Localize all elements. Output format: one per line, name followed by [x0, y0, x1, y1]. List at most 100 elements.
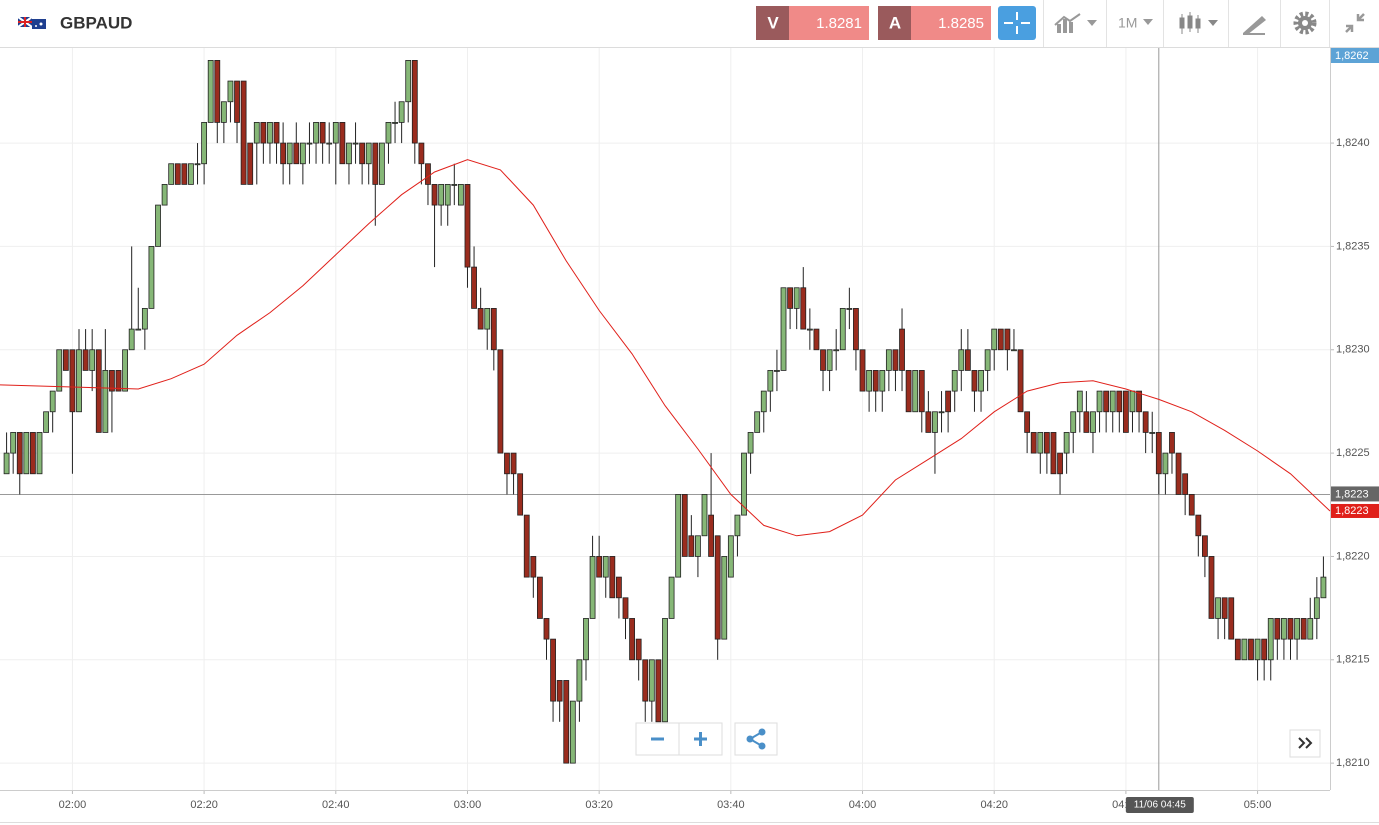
candle-body [464, 184, 471, 268]
candle-body [839, 308, 846, 351]
candle-body [359, 142, 366, 165]
candle-body [1274, 618, 1281, 640]
candle-body [444, 184, 451, 206]
candle-body [1234, 638, 1241, 661]
buy-button[interactable]: A 1.8285 [878, 6, 991, 40]
candle-body [1169, 432, 1175, 454]
candle-body [1050, 432, 1057, 475]
candle-body [293, 142, 300, 165]
crosshair-button[interactable] [998, 6, 1036, 40]
candle-body [616, 576, 622, 599]
ma-tag [1331, 503, 1379, 518]
buy-price[interactable]: 1.8285 [938, 15, 984, 32]
candle-body [497, 349, 504, 454]
candle-body [1057, 452, 1063, 475]
candle-body [234, 80, 240, 123]
candle-body [859, 349, 866, 392]
candle-body [662, 618, 668, 723]
candle-body [767, 370, 774, 392]
candle-body [1215, 597, 1221, 619]
sell-label[interactable]: V [767, 13, 779, 32]
candle-body [326, 142, 333, 145]
candle-body [220, 101, 227, 123]
candle-body [194, 163, 201, 166]
symbol: GBPAUD [60, 13, 132, 32]
candle-body [1202, 535, 1208, 557]
candle-body [846, 308, 853, 310]
candle-body [879, 370, 886, 392]
candle-type-button[interactable] [1179, 12, 1218, 34]
candle-body [1195, 514, 1202, 537]
settings-button[interactable] [1293, 11, 1317, 35]
candle-body [260, 122, 267, 144]
sell-button[interactable]: V 1.8281 [756, 6, 869, 40]
candle-body [1136, 390, 1142, 413]
zoom-out-button[interactable] [635, 722, 680, 756]
candle-body [866, 370, 873, 392]
candle-body [635, 638, 642, 661]
candle-body [1182, 473, 1189, 495]
x-tick-label: 02:00 [59, 799, 87, 811]
candle-body [991, 328, 998, 351]
sell-price[interactable]: 1.8281 [816, 15, 862, 32]
candle-body [648, 659, 655, 702]
candle-body [30, 432, 36, 475]
candle-body [1188, 494, 1195, 516]
scroll-end-button[interactable] [1289, 729, 1321, 758]
candle-body [1116, 390, 1123, 413]
chart: 1,8210 1,8215 1,8220 1,8225 1,8230 1,8235 1,82… [0, 48, 1379, 823]
candle-body [1287, 618, 1294, 640]
candle-body [372, 142, 379, 185]
header: GBPAUD V 1.8281 A 1.8285 1M [0, 0, 1379, 48]
candle-body [964, 349, 971, 371]
crosshair-tag [1125, 797, 1194, 813]
candle-body [853, 308, 859, 351]
zoom-in-button[interactable] [678, 722, 723, 756]
candle-body [16, 432, 23, 475]
draw-tools-button[interactable] [1243, 16, 1266, 35]
candle-body [1096, 390, 1103, 413]
candle-body [714, 535, 721, 640]
candle-body [504, 452, 510, 475]
candle-body [148, 246, 155, 309]
buy-label[interactable]: A [889, 13, 901, 32]
candle-body [668, 576, 675, 619]
candle-body [484, 308, 491, 330]
candle-body [346, 142, 352, 165]
candle-body [1281, 618, 1287, 640]
candle-body [523, 514, 530, 578]
candle-body [1070, 411, 1077, 433]
candle-body [174, 163, 181, 185]
timeframe-button[interactable]: 1M [1118, 15, 1153, 31]
share-button[interactable] [734, 722, 778, 756]
candle-body [589, 556, 596, 619]
collapse-button[interactable] [1345, 13, 1365, 33]
candle-body [747, 432, 754, 454]
candle-body [438, 184, 445, 206]
candle-body [253, 122, 260, 144]
candle-body [583, 618, 589, 661]
x-tick-label: 02:40 [322, 799, 350, 811]
candle-body [543, 618, 550, 640]
candle-body [1208, 556, 1215, 619]
timeframe[interactable]: 1M [1118, 15, 1137, 31]
candle-body [207, 60, 214, 123]
candle-body [1063, 432, 1070, 454]
candle-body [780, 287, 787, 371]
x-tick-label: 03:00 [454, 799, 482, 811]
x-tick-label: 05:00 [1244, 799, 1272, 811]
chart-type-button[interactable] [1054, 13, 1097, 33]
candle-body [602, 556, 609, 578]
y-tick-label: 1,8210 [1336, 757, 1370, 769]
candle-body [1149, 432, 1156, 434]
candle-body [332, 122, 339, 144]
candle-body [1043, 432, 1050, 454]
candle-body [141, 308, 148, 330]
x-tick-label: 03:20 [585, 799, 613, 811]
candle-body [695, 535, 701, 557]
candle-body [23, 432, 30, 475]
candle-body [280, 142, 287, 165]
candle-body [1076, 390, 1083, 413]
candle-body [1030, 432, 1037, 454]
candle-body [984, 349, 991, 371]
